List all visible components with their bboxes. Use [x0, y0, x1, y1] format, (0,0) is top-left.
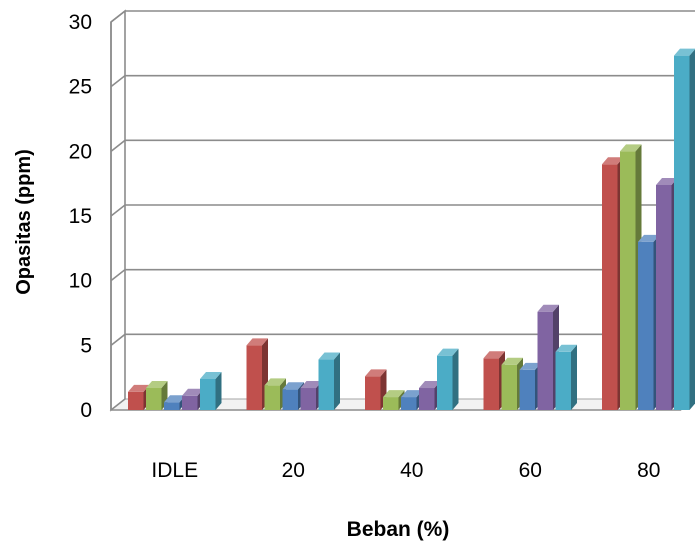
bar-front	[300, 388, 316, 410]
bar-top	[182, 388, 204, 396]
tick-labels-layer: 0 5 10 15 20 25 30 IDLE 20 40 60 80	[69, 11, 661, 482]
bar-top	[620, 144, 642, 152]
bar-front	[164, 402, 180, 410]
y-tick-label: 10	[69, 270, 92, 293]
bar-front	[674, 55, 690, 410]
bar-top	[537, 304, 559, 312]
bar-top	[501, 357, 523, 365]
bar-top	[483, 351, 505, 359]
bar-front	[182, 395, 198, 410]
bar-top	[638, 234, 660, 242]
bar-top	[146, 381, 168, 389]
bar-front	[519, 369, 535, 410]
bar-front	[537, 311, 553, 410]
bar-front	[483, 358, 499, 410]
bar-top	[128, 384, 150, 392]
bar	[246, 338, 268, 410]
gridline	[110, 10, 695, 23]
bar	[318, 352, 340, 410]
bar-front	[656, 184, 672, 410]
bar-top	[383, 390, 405, 398]
x-tick-label: IDLE	[151, 459, 198, 482]
bar-front	[146, 388, 162, 410]
y-tick-label: 0	[80, 399, 92, 422]
bar	[146, 381, 168, 410]
bar-side	[571, 344, 577, 410]
bar-side	[215, 371, 222, 410]
bar-top	[602, 157, 624, 165]
bar-front	[620, 151, 636, 411]
x-tick-label: 40	[400, 459, 423, 482]
bar-front	[437, 355, 453, 410]
bar-front	[365, 376, 381, 410]
bar-top	[282, 382, 304, 390]
bar-front	[501, 364, 517, 410]
bar-side	[689, 49, 695, 410]
bar-front	[602, 164, 618, 410]
bar	[437, 348, 459, 410]
y-tick-label: 20	[69, 140, 92, 163]
bar-top	[365, 369, 387, 377]
bar-front	[200, 378, 216, 410]
y-tick-label: 25	[69, 76, 92, 99]
bar-front	[264, 385, 280, 410]
bar-front	[318, 359, 334, 410]
bar-front	[128, 391, 144, 410]
y-tick-label: 15	[69, 205, 92, 228]
bar-top	[437, 348, 459, 356]
bar-top	[401, 390, 423, 398]
bar-top	[555, 344, 577, 352]
y-tick-label: 5	[80, 334, 92, 357]
bar-side	[452, 348, 459, 410]
x-axis-label: Beban (%)	[347, 518, 450, 541]
x-tick-label: 60	[519, 459, 542, 482]
gridline	[110, 74, 695, 88]
bar-top	[300, 381, 322, 389]
bar-front	[555, 351, 571, 410]
bar-top	[264, 378, 286, 386]
bar-top	[164, 395, 186, 403]
y-axis-label: Opasitas (ppm)	[13, 149, 35, 295]
bar-top	[246, 338, 268, 346]
bar	[555, 344, 577, 410]
gridline	[110, 139, 695, 152]
bar-top	[519, 362, 541, 370]
bar-top	[200, 371, 222, 379]
bar-top	[419, 381, 441, 389]
bar-front	[401, 397, 417, 410]
bar-side	[334, 352, 340, 410]
bar-top	[318, 352, 340, 360]
y-tick-label: 30	[69, 11, 92, 34]
x-tick-label: 20	[282, 459, 305, 482]
x-tick-label: 80	[637, 459, 660, 482]
bar	[200, 371, 222, 410]
bar-top	[674, 48, 695, 56]
bar	[674, 48, 695, 410]
bar-front	[638, 241, 654, 410]
bar-top	[656, 177, 678, 185]
bar-front	[383, 397, 399, 410]
bar-front	[246, 345, 262, 410]
bars-layer	[128, 48, 695, 411]
bar-front	[282, 389, 298, 410]
bar-front	[419, 388, 435, 410]
